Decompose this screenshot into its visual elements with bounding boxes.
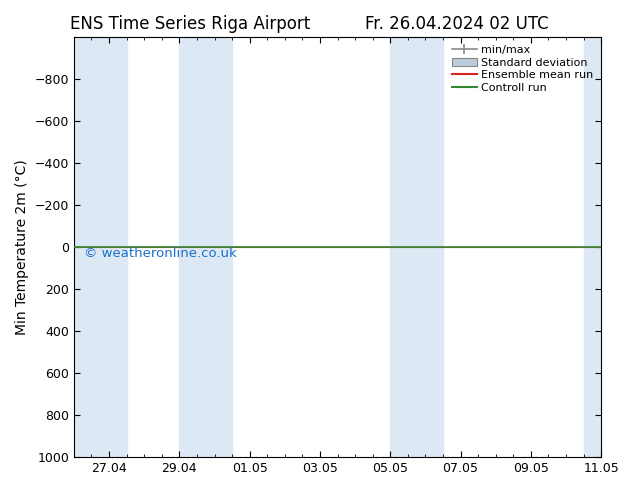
Legend: min/max, Standard deviation, Ensemble mean run, Controll run: min/max, Standard deviation, Ensemble me…	[450, 43, 595, 96]
Bar	[583, 37, 601, 457]
Bar	[391, 37, 443, 457]
Bar	[74, 37, 127, 457]
Text: © weatheronline.co.uk: © weatheronline.co.uk	[84, 247, 237, 260]
Y-axis label: Min Temperature 2m (°C): Min Temperature 2m (°C)	[15, 159, 29, 335]
Text: ENS Time Series Riga Airport: ENS Time Series Riga Airport	[70, 15, 310, 33]
Bar	[179, 37, 232, 457]
Text: Fr. 26.04.2024 02 UTC: Fr. 26.04.2024 02 UTC	[365, 15, 548, 33]
